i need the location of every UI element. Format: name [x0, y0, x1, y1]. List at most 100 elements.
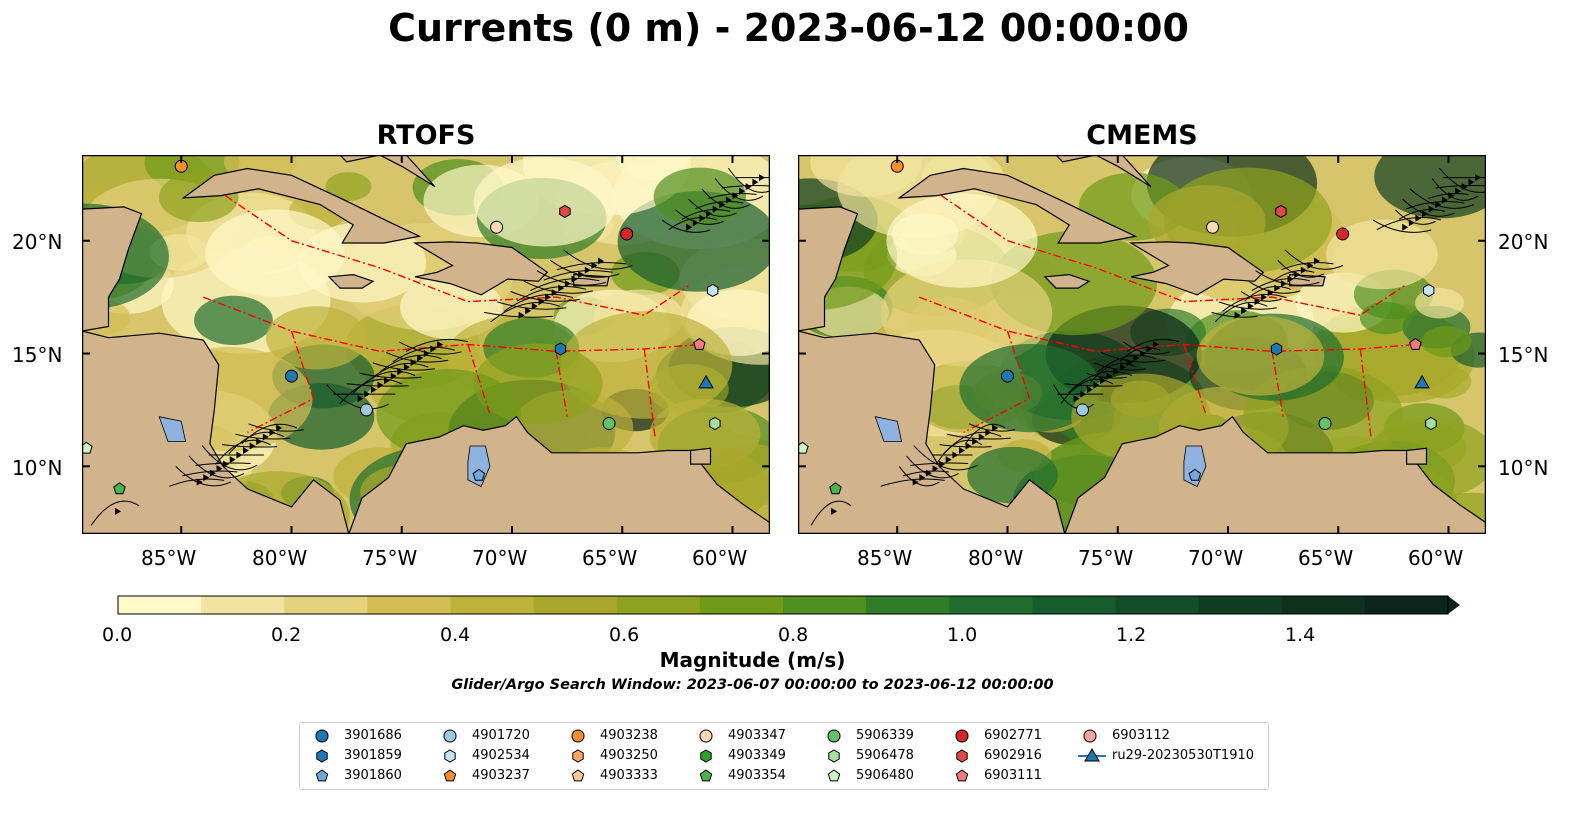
- float-marker-6902771[interactable]: [1336, 227, 1350, 241]
- panel-title-rtofs: RTOFS: [376, 120, 476, 151]
- lon-label-85w-left: 85°W: [141, 546, 197, 570]
- circle-icon: [443, 729, 457, 743]
- figure-title: Currents (0 m) - 2023-06-12 00:00:00: [388, 6, 1189, 50]
- colorbar-segment: [1115, 596, 1200, 614]
- lon-label-60w-left: 60°W: [692, 546, 748, 570]
- float-marker-6902916[interactable]: [1275, 204, 1287, 218]
- colorbar-tick-label: 0.6: [609, 624, 640, 646]
- float-marker-3901859[interactable]: [1270, 342, 1283, 356]
- float-marker-5906339[interactable]: [602, 416, 616, 430]
- legend-label: 4903238: [600, 728, 658, 743]
- float-marker-3901860[interactable]: [1188, 468, 1202, 481]
- legend: 3901686 3901859 3901860 4901720 4902534 49032…: [299, 722, 1269, 790]
- colorbar-tick-label: 1.4: [1285, 624, 1316, 646]
- pentagon-icon: [571, 769, 585, 782]
- float-marker-4903354[interactable]: [113, 482, 126, 495]
- colorbar-segment: [533, 596, 618, 614]
- colorbar-segment: [1032, 596, 1116, 614]
- triangle-line-icon: [1078, 748, 1106, 762]
- float-marker-6902771[interactable]: [620, 227, 634, 241]
- circle-icon: [955, 729, 969, 743]
- legend-label: 6902771: [984, 728, 1042, 743]
- legend-label: 6903112: [1112, 728, 1170, 743]
- colorbar-tick-label: 0.4: [440, 624, 471, 646]
- colorbar-segment: [949, 596, 1033, 614]
- float-marker-5906478[interactable]: [1425, 416, 1437, 431]
- circle-icon: [1083, 729, 1097, 743]
- pentagon-icon: [443, 769, 457, 782]
- legend-label: 3901686: [344, 728, 402, 743]
- float-marker-ru29-20230530T1910[interactable]: [1414, 374, 1430, 389]
- legend-label: 4903250: [600, 748, 658, 763]
- lon-label-60w-right: 60°W: [1408, 546, 1464, 570]
- hexagon-icon: [956, 749, 968, 763]
- float-marker-3901686[interactable]: [1000, 369, 1014, 383]
- pentagon-icon: [955, 769, 969, 782]
- colorbar-segment: [783, 596, 867, 614]
- lat-label-20n-left: 20°N: [12, 230, 63, 254]
- float-marker-4901720[interactable]: [1075, 403, 1089, 417]
- legend-label: 4903237: [472, 768, 530, 783]
- float-marker-5906339[interactable]: [1318, 416, 1332, 430]
- float-marker-3901859[interactable]: [554, 342, 567, 356]
- hexagon-icon: [444, 749, 456, 763]
- legend-label: ru29-20230530T1910: [1112, 748, 1255, 763]
- lon-label-65w-left: 65°W: [582, 546, 638, 570]
- colorbar-tick-label: 0.8: [778, 624, 809, 646]
- legend-label: 4901720: [472, 728, 530, 743]
- float-marker-3901686[interactable]: [284, 369, 298, 383]
- lat-label-10n-left: 10°N: [12, 456, 63, 480]
- colorbar-segment: [284, 596, 368, 614]
- colorbar-tick-label: 1.2: [1116, 624, 1147, 646]
- colorbar-tick-label: 1.0: [947, 624, 978, 646]
- legend-label: 3901860: [344, 768, 402, 783]
- panel-title-cmems: CMEMS: [1086, 120, 1198, 151]
- float-marker-6903111[interactable]: [693, 337, 706, 350]
- lon-label-75w-right: 75°W: [1078, 546, 1134, 570]
- legend-label: 5906339: [856, 728, 914, 743]
- colorbar-segment: [1281, 596, 1366, 614]
- legend-label: 5906478: [856, 748, 914, 763]
- colorbar: [117, 595, 1460, 615]
- legend-label: 6903111: [984, 768, 1042, 783]
- circle-icon: [699, 729, 713, 743]
- colorbar-tick-label: 0.0: [102, 624, 133, 646]
- lon-label-85w-right: 85°W: [857, 546, 913, 570]
- pentagon-icon: [315, 769, 329, 782]
- float-marker-ru29-20230530T1910[interactable]: [698, 374, 714, 389]
- float-marker-4903347[interactable]: [1206, 220, 1220, 234]
- pentagon-icon: [699, 769, 713, 782]
- float-marker-6903111[interactable]: [1409, 337, 1422, 350]
- colorbar-segment: [1198, 596, 1283, 614]
- circle-icon: [827, 729, 841, 743]
- float-marker-4902534[interactable]: [707, 283, 719, 297]
- hexagon-icon: [316, 749, 328, 763]
- legend-label: 4903333: [600, 768, 658, 783]
- lon-label-65w-right: 65°W: [1298, 546, 1354, 570]
- float-marker-5906480[interactable]: [798, 441, 809, 454]
- colorbar-segment: [201, 596, 285, 614]
- lon-label-75w-left: 75°W: [362, 546, 418, 570]
- circle-icon: [315, 729, 329, 743]
- float-marker-4903354[interactable]: [829, 482, 842, 495]
- float-marker-4903347[interactable]: [490, 220, 504, 234]
- float-marker-4902534[interactable]: [1423, 283, 1435, 297]
- float-marker-6902916[interactable]: [559, 204, 571, 218]
- lon-label-70w-left: 70°W: [472, 546, 528, 570]
- legend-label: 4903347: [728, 728, 786, 743]
- legend-label: 4903354: [728, 768, 786, 783]
- lat-label-15n-right: 15°N: [1498, 343, 1549, 367]
- float-marker-5906478[interactable]: [709, 416, 721, 431]
- float-marker-5906480[interactable]: [82, 441, 93, 454]
- hexagon-icon: [828, 749, 840, 763]
- colorbar-segment: [1364, 596, 1449, 614]
- legend-label: 3901859: [344, 748, 402, 763]
- map-panel-rtofs[interactable]: [82, 155, 770, 534]
- map-panel-cmems[interactable]: [798, 155, 1486, 534]
- float-marker-4901720[interactable]: [359, 403, 373, 417]
- lon-label-80w-right: 80°W: [968, 546, 1024, 570]
- colorbar-tick-label: 0.2: [271, 624, 302, 646]
- lon-label-70w-right: 70°W: [1188, 546, 1244, 570]
- hexagon-icon: [572, 749, 584, 763]
- float-marker-3901860[interactable]: [472, 468, 486, 481]
